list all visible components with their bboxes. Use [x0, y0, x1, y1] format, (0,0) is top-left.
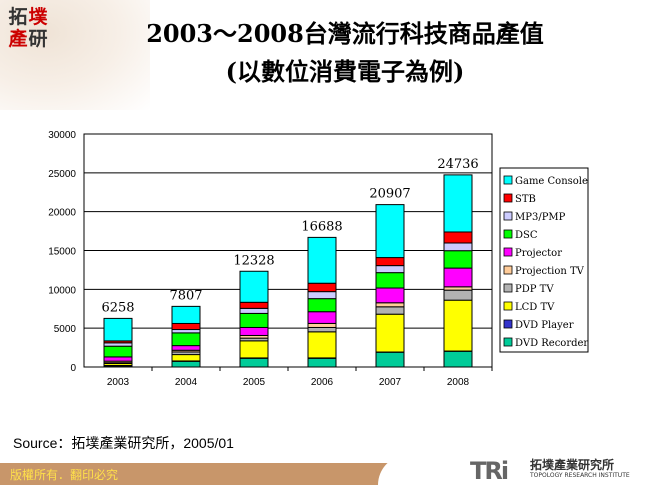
page-subtitle: (以數位消費電子為例): [225, 57, 465, 86]
bar-segment-stb: [171, 322, 201, 331]
page-title: 2003～2008台灣流行科技商品產值: [146, 19, 544, 48]
bar-segment-projector: [307, 311, 337, 324]
bar-segment-dsc: [103, 345, 133, 358]
bar-segment-lcd-tv: [239, 340, 269, 359]
tri-logo: TRi: [470, 457, 509, 485]
brand-name-en: TOPOLOGY RESEARCH INSTITUTE: [530, 472, 630, 479]
bar-segment-projector: [375, 287, 405, 304]
y-tick-label: 30000: [48, 130, 76, 141]
total-data-label: 6258: [101, 300, 134, 315]
bar-segment-dsc: [375, 272, 405, 289]
x-tick-label: 2003: [107, 377, 130, 388]
y-tick-label: 5000: [54, 324, 77, 335]
legend-swatch: [503, 265, 513, 275]
legend-label: DSC: [515, 230, 538, 241]
bar-segment-projection-tv: [307, 322, 337, 328]
bar-segment-mp3-pmp: [171, 329, 201, 334]
bar-segment-stb: [239, 301, 269, 309]
bar-segment-dsc: [307, 298, 337, 313]
legend-label: Projection TV: [515, 266, 585, 277]
stacked-bar-chart: 0 5000 10000 15000 20000 25000 30000 2003 6258 20…: [48, 130, 589, 388]
bar-segment-projector: [171, 345, 201, 351]
bar-segment-projection-tv: [443, 286, 473, 291]
bar-segment-lcd-tv: [171, 354, 201, 362]
bar-segment-lcd-tv: [307, 331, 337, 359]
bar-segment-dsc: [171, 332, 201, 347]
x-tick-label: 2004: [175, 377, 198, 388]
bar-segment-projector: [103, 356, 133, 362]
bar-segment-game-console: [443, 174, 473, 233]
brand-name-cn: 拓墣產業研究所: [530, 458, 615, 472]
legend-swatch: [503, 301, 513, 311]
total-data-label: 24736: [437, 157, 478, 172]
y-tick-label: 0: [70, 363, 76, 374]
x-tick-label: 2005: [243, 377, 266, 388]
bar-segment-mp3-pmp: [375, 265, 405, 274]
brand-panel: [378, 455, 650, 485]
copyright-text: 版權所有．翻印必究: [10, 468, 119, 482]
source-note: Source：拓墣產業研究所，2005/01: [13, 435, 234, 451]
legend-label: PDP TV: [515, 284, 554, 295]
legend-label: DVD Player: [515, 320, 574, 331]
y-tick-label: 10000: [48, 285, 76, 296]
legend-swatch: [503, 211, 513, 221]
bar-segment-dsc: [239, 312, 269, 328]
legend: [499, 167, 589, 353]
bar-segment-lcd-tv: [443, 299, 473, 352]
bar-segment-game-console: [103, 317, 133, 342]
x-tick-label: 2006: [311, 377, 334, 388]
bar-segment-game-console: [239, 270, 269, 303]
legend-label: STB: [515, 194, 536, 205]
bar-segment-mp3-pmp: [103, 342, 133, 347]
bar-segment-pdp-tv: [443, 289, 473, 301]
bar-segment-mp3-pmp: [239, 307, 269, 314]
y-tick-label: 20000: [48, 208, 76, 219]
legend-label: DVD Recorder: [515, 338, 588, 349]
bar-segment-game-console: [171, 305, 201, 324]
bar-segment-projection-tv: [375, 302, 405, 308]
bar-segment-mp3-pmp: [307, 291, 337, 300]
bar-segment-stb: [307, 282, 337, 293]
y-tick-label: 15000: [48, 247, 76, 258]
logo: 拓墣產研: [8, 6, 48, 50]
bar-segment-dsc: [443, 250, 473, 269]
bar-segment-dvd-recorder: [375, 351, 405, 368]
legend-swatch: [503, 229, 513, 239]
x-tick-label: 2008: [447, 377, 470, 388]
total-data-label: 16688: [301, 219, 342, 234]
bar-segment-projector: [443, 267, 473, 288]
legend-label: Game Console: [515, 176, 588, 187]
bar-segment-stb: [443, 231, 473, 244]
bar-segment-stb: [375, 257, 405, 267]
bar-segment-pdp-tv: [307, 326, 337, 333]
legend-swatch: [503, 337, 513, 347]
legend-label: MP3/PMP: [515, 212, 566, 223]
bar-segment-projector: [239, 326, 269, 336]
bar-segment-game-console: [375, 204, 405, 259]
legend-swatch: [503, 283, 513, 293]
legend-swatch: [503, 319, 513, 329]
total-data-label: 20907: [369, 187, 410, 202]
total-data-label: 7807: [169, 288, 202, 303]
y-tick-label: 25000: [48, 169, 76, 180]
legend-label: Projector: [515, 248, 562, 259]
bar-segment-dvd-recorder: [171, 360, 201, 368]
bar-segment-lcd-tv: [375, 313, 405, 353]
legend-swatch: [503, 247, 513, 257]
legend-swatch: [503, 193, 513, 203]
bar-segment-dvd-recorder: [307, 357, 337, 368]
background-map: [0, 0, 150, 110]
bar-segment-pdp-tv: [375, 306, 405, 315]
legend-label: LCD TV: [515, 302, 555, 313]
bar-segment-game-console: [307, 236, 337, 284]
legend-swatch: [503, 175, 513, 185]
bar-segment-dvd-recorder: [443, 350, 473, 368]
total-data-label: 12328: [233, 253, 274, 268]
x-tick-label: 2007: [379, 377, 402, 388]
bar-segment-dvd-recorder: [239, 357, 269, 368]
bar-segment-mp3-pmp: [443, 242, 473, 252]
